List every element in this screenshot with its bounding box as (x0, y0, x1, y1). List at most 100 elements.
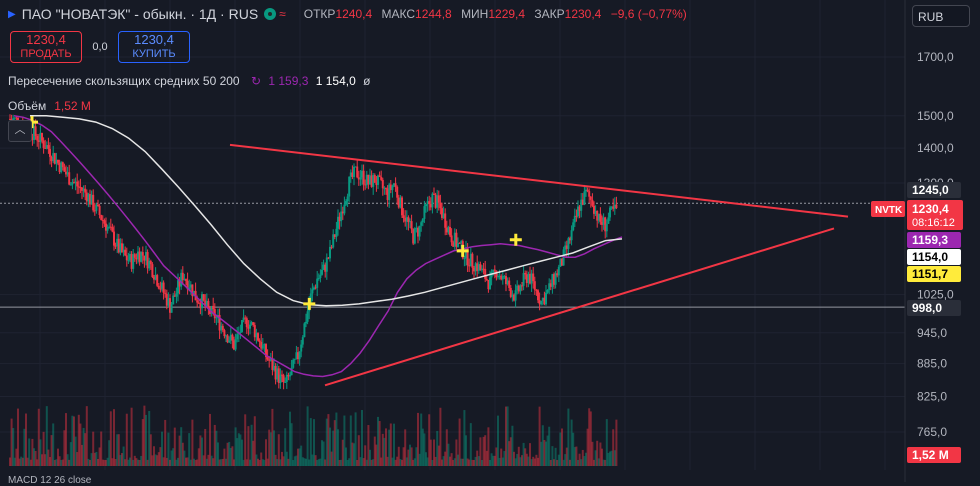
candle (233, 340, 235, 350)
volume-bar (177, 457, 179, 466)
y-tick-label: 945,0 (917, 326, 947, 340)
volume-bar (607, 452, 610, 466)
volume-bar (274, 454, 277, 466)
countdown-label: 08:16:12 (912, 217, 955, 229)
candle (386, 188, 389, 200)
volume-bar (49, 457, 51, 466)
candle (127, 260, 130, 262)
volume-bar (575, 446, 578, 466)
volume-price-label-bg (907, 447, 961, 463)
candle (610, 206, 613, 208)
candle (338, 216, 341, 222)
symbol-title[interactable]: ПАО "НОВАТЭК" - обыкн. · 1Д · RUS (21, 6, 259, 22)
candle (188, 287, 191, 290)
volume-bar (25, 413, 27, 466)
indicator-legend[interactable]: Пересечение скользящих средних 50 200 ↻ … (8, 74, 370, 88)
volume-bar (343, 415, 346, 466)
ma50-price-label-bg (907, 232, 961, 248)
volume-bar (218, 459, 221, 466)
candle (145, 252, 147, 261)
candle (199, 303, 202, 309)
volume-bar (297, 448, 299, 466)
volume-bar (261, 459, 264, 466)
ma200-price-label: 1154,0 (912, 250, 948, 264)
volume-bar (85, 406, 88, 466)
candle (471, 253, 474, 268)
eye-off-icon[interactable]: ø (363, 74, 371, 88)
candle (538, 300, 541, 305)
volume-bar (500, 448, 503, 466)
candle (589, 196, 592, 200)
volume-bar (263, 459, 266, 466)
volume-bar (121, 453, 123, 466)
volume-bar (365, 459, 368, 466)
candle (181, 272, 184, 280)
volume-bar (37, 408, 40, 466)
volume-bar (317, 459, 320, 466)
candle (69, 184, 72, 186)
volume-bar (569, 459, 571, 466)
volume-bar (349, 415, 352, 466)
sell-button[interactable]: 1230,4 ПРОДАТЬ (10, 31, 82, 63)
ma200-price-label-bg (907, 249, 961, 265)
volume-bar (489, 459, 491, 466)
candle (369, 175, 371, 185)
candle (373, 175, 376, 183)
candle (583, 191, 586, 205)
volume-bar (370, 459, 373, 466)
volume-bar (164, 419, 167, 466)
support-price-label-bg (907, 300, 961, 316)
candle (191, 284, 194, 297)
candle (508, 280, 511, 288)
volume-bar (234, 427, 237, 466)
volume-bar (604, 459, 607, 466)
volume-bar (484, 435, 487, 466)
candle (282, 375, 285, 383)
volume-bar (157, 452, 160, 466)
chevron-up-icon[interactable]: ︿ (8, 120, 32, 142)
ticker-badge: NVTK (875, 205, 903, 216)
volume-bar (71, 415, 74, 466)
volume-bar (221, 458, 224, 466)
volume-bar (437, 445, 440, 466)
volume-bar (497, 415, 499, 466)
candle (596, 210, 599, 221)
candle (180, 272, 183, 287)
volume-bar (493, 455, 496, 466)
volume-bar (220, 459, 223, 466)
trend-lines[interactable] (229, 143, 849, 387)
volume-bar (303, 458, 306, 466)
volume-bar (562, 459, 565, 466)
volume-legend[interactable]: Объём 1,52 M (8, 99, 91, 113)
volume-bar (281, 451, 283, 466)
candle (295, 352, 298, 359)
volume-bar (199, 435, 202, 466)
candle (314, 287, 317, 289)
volume-bar (84, 433, 87, 466)
candle (501, 276, 504, 280)
volume-bar (298, 448, 301, 466)
cycle-icon[interactable]: ↻ (250, 74, 262, 88)
collapse-triangle-icon[interactable]: ▶ (8, 8, 16, 20)
volume-bar (15, 448, 18, 466)
currency-button[interactable]: RUB (912, 5, 970, 27)
volume-bar (525, 453, 528, 466)
candle (365, 174, 368, 186)
volume-bar (258, 459, 261, 466)
buy-button[interactable]: 1230,4 КУПИТЬ (118, 31, 190, 63)
candle (447, 226, 450, 233)
price-axis[interactable]: 1700,01500,01400,01300,01025,0945,0885,0… (871, 0, 980, 482)
volume-bar (63, 430, 66, 466)
volume-bar (269, 432, 272, 466)
candle (388, 184, 391, 200)
volume-bar (242, 459, 245, 466)
volume-bar (332, 430, 335, 466)
candle (458, 242, 461, 244)
volume-bar (482, 436, 485, 466)
candle (433, 193, 435, 195)
candle (154, 275, 157, 280)
candle (100, 214, 103, 220)
candle (577, 206, 579, 217)
candle (519, 285, 522, 292)
